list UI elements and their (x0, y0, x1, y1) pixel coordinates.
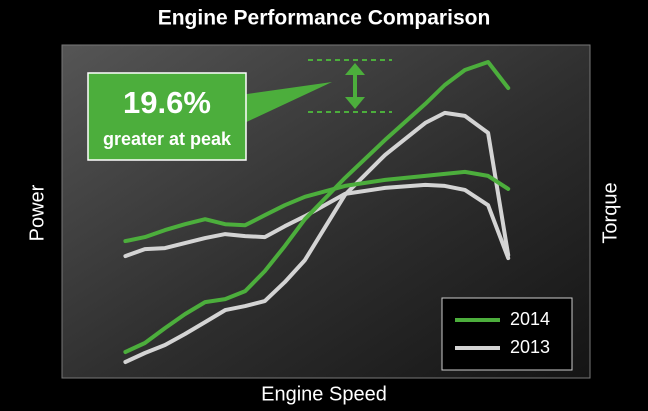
callout-box (87, 72, 247, 161)
callout-text: greater at peak (103, 129, 232, 149)
y2-axis-label: Torque (599, 182, 621, 243)
legend-label: 2013 (510, 337, 550, 357)
legend-label: 2014 (510, 309, 550, 329)
legend-box (441, 297, 573, 371)
peak-indicator (308, 59, 392, 113)
series-line (123, 169, 511, 244)
callout-value: 19.6% (123, 85, 211, 120)
series-line (123, 60, 511, 354)
lines (123, 60, 511, 364)
y-axis-label: Power (26, 184, 48, 241)
callout: 19.6% greater at peak (87, 72, 332, 161)
x-axis-label: Engine Speed (261, 383, 387, 405)
series-line (123, 182, 511, 261)
arrow-head (345, 63, 365, 75)
series-line (123, 110, 511, 364)
arrow-head (345, 97, 365, 109)
chart-title: Engine Performance Comparison (158, 7, 491, 30)
legend: 2014 2013 (441, 297, 573, 371)
callout-pointer (240, 82, 332, 125)
